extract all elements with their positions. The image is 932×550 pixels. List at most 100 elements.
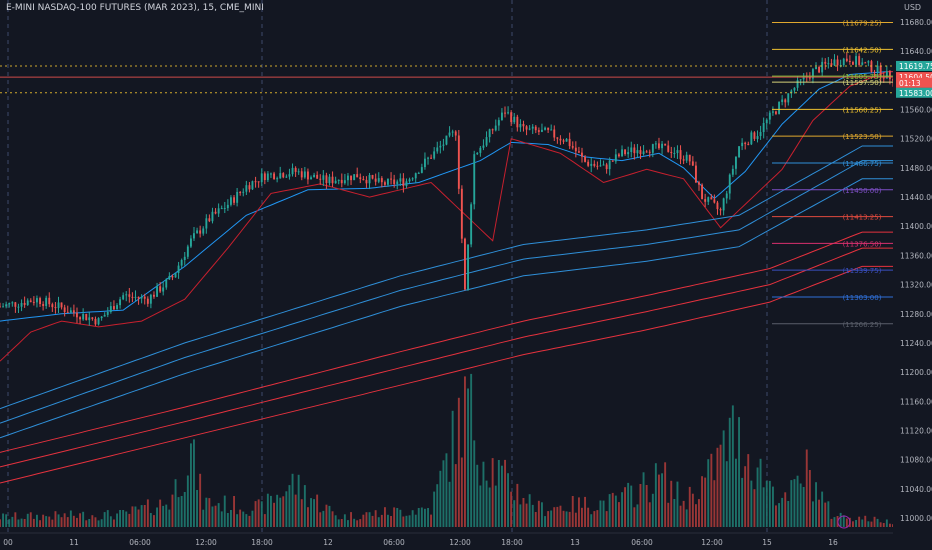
volume-bar-49	[149, 513, 152, 527]
volume-bar-181	[556, 506, 559, 527]
candle-289	[889, 71, 891, 80]
candle-178	[547, 127, 550, 130]
volume-bar-74	[226, 513, 229, 527]
candle-60	[183, 256, 186, 260]
candle-135	[414, 173, 417, 179]
candle-277	[852, 62, 854, 65]
candle-248	[762, 123, 765, 132]
volume-bar-18	[54, 511, 57, 527]
candle-267	[821, 61, 824, 73]
price-badge-3: 11583.00	[899, 89, 932, 98]
candle-125	[384, 182, 386, 185]
price-badge-bg-3	[896, 87, 932, 98]
price-tick-1: 11640.00	[900, 47, 932, 56]
candle-132	[405, 181, 408, 186]
candle-93	[285, 176, 288, 178]
candle-173	[531, 126, 534, 129]
volume-bar-10	[29, 512, 32, 527]
candle-109	[334, 180, 337, 184]
candle-61	[186, 246, 189, 257]
volume-bar-229	[704, 477, 707, 527]
volume-bar-77	[236, 514, 239, 527]
candle-43	[131, 296, 134, 298]
level-label-11: (11303.00)	[843, 294, 882, 302]
candle-149	[457, 135, 460, 189]
volume-bar-94	[288, 485, 291, 527]
volume-bar-89	[273, 502, 275, 527]
volume-bar-241	[741, 477, 744, 527]
candle-2	[5, 304, 8, 307]
volume-bar-203	[624, 487, 626, 527]
volume-bar-283	[870, 521, 873, 527]
volume-bar-275	[845, 518, 848, 527]
time-tick-6: 06:00	[383, 538, 405, 547]
volume-bar-39	[119, 510, 121, 527]
volume-bar-38	[116, 513, 118, 527]
candle-38	[116, 305, 118, 310]
candle-84	[257, 181, 260, 183]
volume-bar-250	[768, 480, 771, 527]
candle-56	[171, 276, 174, 278]
currency-label: USD	[904, 3, 921, 12]
volume-bar-48	[146, 499, 149, 527]
candle-121	[371, 175, 374, 179]
candle-193	[593, 163, 596, 166]
volume-bar-201	[618, 502, 620, 527]
volume-bar-146	[448, 481, 451, 527]
candle-241	[741, 142, 744, 147]
candle-145	[445, 135, 448, 145]
candle-154	[473, 154, 476, 205]
volume-bar-125	[384, 507, 386, 527]
time-tick-11: 12:00	[701, 538, 723, 547]
volume-bar-131	[402, 516, 405, 527]
candle-257	[790, 90, 793, 94]
series-line-1	[0, 71, 893, 362]
volume-bar-269	[827, 501, 830, 527]
candle-40	[122, 295, 125, 300]
candle-152	[467, 244, 469, 290]
candle-199	[611, 160, 614, 162]
candle-68	[208, 218, 211, 222]
level-label-12: (11266.25)	[843, 321, 882, 329]
volume-bar-160	[491, 458, 494, 527]
volume-bar-54	[165, 504, 168, 527]
volume-bar-266	[818, 499, 820, 527]
candle-124	[380, 178, 383, 183]
candle-44	[134, 296, 137, 298]
price-tick-15: 11080.00	[900, 456, 932, 465]
candle-184	[565, 138, 568, 142]
volume-bar-175	[537, 500, 540, 527]
volume-bar-194	[596, 510, 599, 527]
candle-230	[707, 197, 710, 202]
volume-bar-105	[322, 510, 325, 527]
volume-bar-127	[390, 516, 392, 527]
volume-bar-91	[279, 497, 282, 527]
candle-258	[793, 87, 796, 91]
candle-256	[787, 93, 790, 103]
volume-bar-119	[365, 512, 368, 527]
volume-bar-172	[528, 494, 531, 527]
volume-bar-92	[282, 496, 285, 527]
candle-100	[307, 171, 309, 180]
candle-179	[550, 129, 553, 131]
volume-bar-157	[482, 461, 485, 527]
volume-bar-106	[325, 504, 328, 527]
volume-bar-1	[2, 513, 4, 527]
candle-263	[808, 77, 811, 79]
volume-bar-251	[772, 486, 774, 527]
volume-bar-199	[611, 492, 614, 527]
candle-148	[454, 131, 457, 136]
candle-67	[205, 218, 208, 229]
candle-276	[848, 60, 851, 62]
volume-bar-52	[159, 499, 162, 527]
series-line-6	[0, 247, 893, 468]
volume-bar-7	[20, 518, 23, 527]
candle-9	[26, 300, 29, 305]
candle-34	[103, 314, 106, 317]
candle-208	[639, 150, 642, 154]
volume-bar-225	[691, 493, 694, 527]
candle-209	[642, 151, 645, 154]
volume-bar-191	[587, 507, 590, 527]
